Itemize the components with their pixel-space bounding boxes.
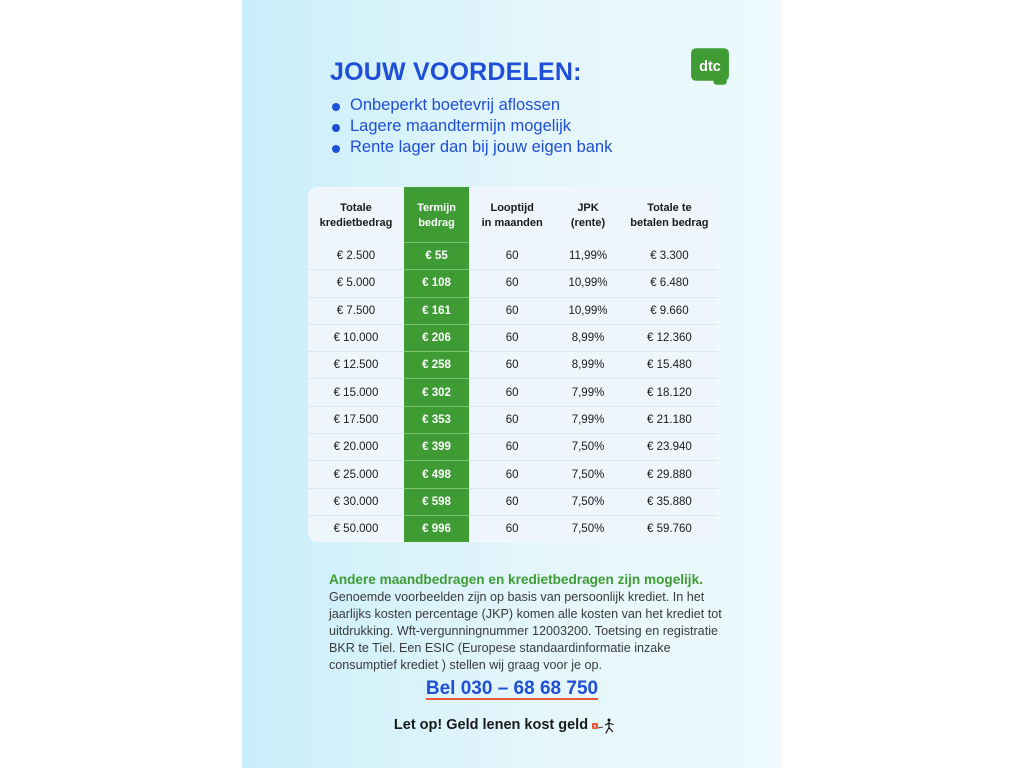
svg-text:dtc: dtc: [699, 59, 721, 75]
